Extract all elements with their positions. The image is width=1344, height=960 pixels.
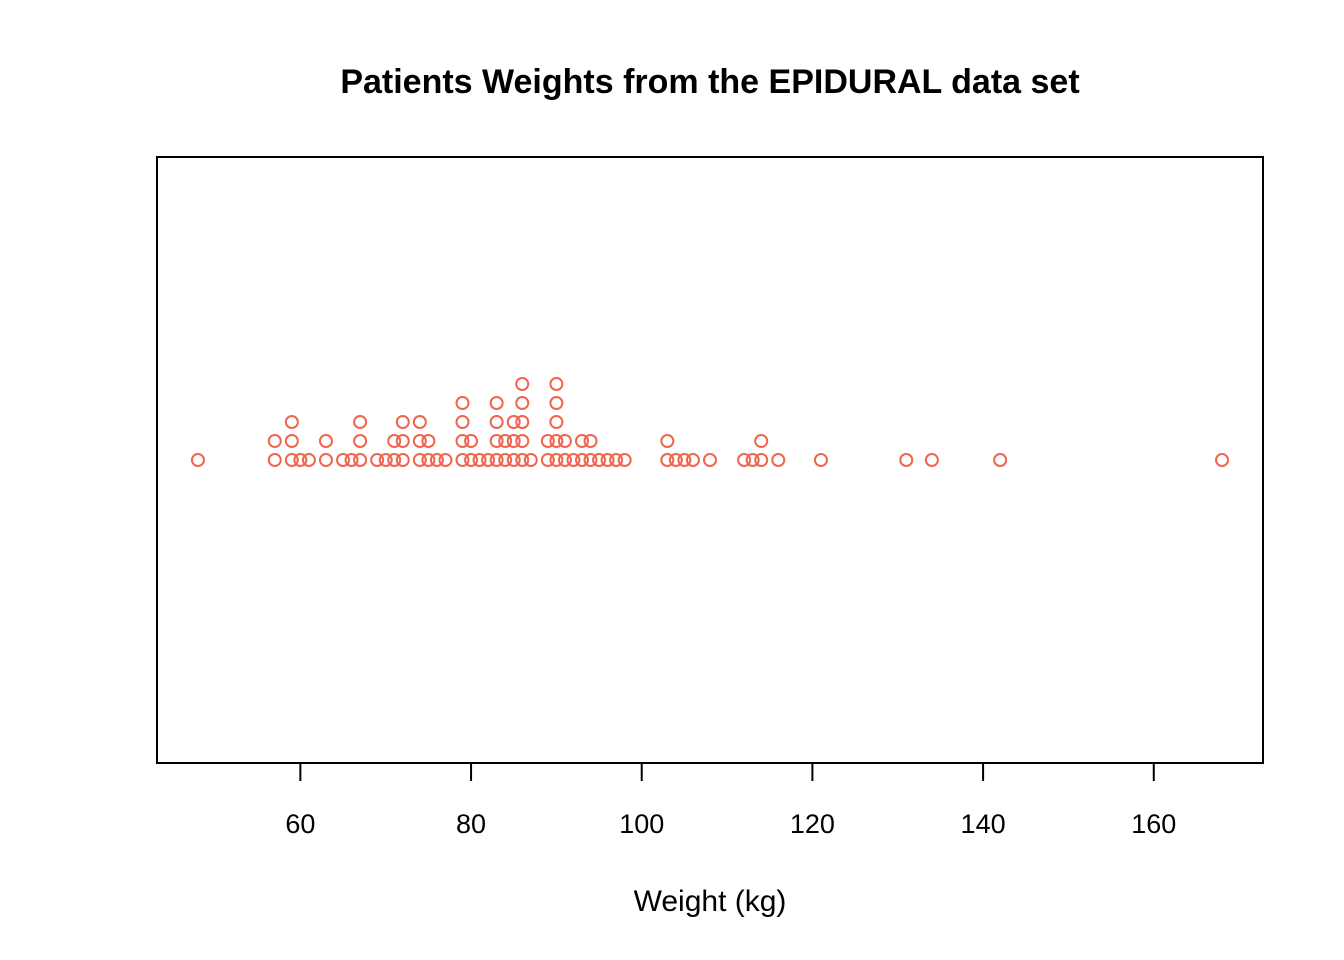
data-point <box>557 453 572 467</box>
data-point <box>993 453 1008 467</box>
data-point <box>387 434 402 448</box>
data-point <box>549 434 564 448</box>
data-point <box>540 453 555 467</box>
data-point <box>549 396 564 410</box>
data-point <box>284 453 299 467</box>
data-point <box>583 434 598 448</box>
chart-title: Patients Weights from the EPIDURAL data … <box>340 63 1079 101</box>
data-point <box>685 453 700 467</box>
data-point <box>592 453 607 467</box>
data-point <box>549 377 564 391</box>
data-point <box>506 415 521 429</box>
data-point <box>899 453 914 467</box>
data-point <box>378 453 393 467</box>
data-point <box>455 453 470 467</box>
data-point <box>745 453 760 467</box>
x-tick-label: 60 <box>285 809 315 839</box>
data-point <box>515 377 530 391</box>
data-point <box>489 396 504 410</box>
data-point <box>574 453 589 467</box>
data-point <box>549 415 564 429</box>
data-point <box>267 453 282 467</box>
data-point <box>515 415 530 429</box>
data-point <box>489 415 504 429</box>
data-point <box>498 453 513 467</box>
x-tick-label: 80 <box>456 809 486 839</box>
x-tick-label: 160 <box>1131 809 1176 839</box>
data-point <box>318 453 333 467</box>
data-point <box>549 453 564 467</box>
data-point <box>387 453 402 467</box>
data-point <box>813 453 828 467</box>
data-point <box>293 453 308 467</box>
data-point <box>506 434 521 448</box>
data-point <box>464 453 479 467</box>
data-point <box>429 453 444 467</box>
data-point <box>540 434 555 448</box>
plot-frame <box>156 156 1264 764</box>
data-point <box>754 453 769 467</box>
data-point <box>481 453 496 467</box>
data-point <box>754 434 769 448</box>
x-axis: 60 80 100 120 140 160 <box>285 762 1176 839</box>
data-point <box>523 453 538 467</box>
data-point <box>737 453 752 467</box>
data-point <box>498 434 513 448</box>
data-point <box>583 453 598 467</box>
data-point <box>668 453 683 467</box>
data-point <box>515 396 530 410</box>
data-point <box>455 396 470 410</box>
data-point <box>660 434 675 448</box>
data-point <box>489 453 504 467</box>
data-point <box>344 453 359 467</box>
data-point <box>600 453 615 467</box>
x-axis-label: Weight (kg) <box>634 885 787 918</box>
x-tick-label: 100 <box>619 809 664 839</box>
data-points <box>190 377 1230 467</box>
data-point <box>421 434 436 448</box>
data-point <box>353 434 368 448</box>
data-point <box>353 453 368 467</box>
x-tick-label: 140 <box>961 809 1006 839</box>
data-point <box>506 453 521 467</box>
data-point <box>412 434 427 448</box>
data-point <box>472 453 487 467</box>
data-point <box>660 453 675 467</box>
data-point <box>318 434 333 448</box>
data-point <box>924 453 939 467</box>
data-point <box>370 453 385 467</box>
data-point <box>353 415 368 429</box>
data-point <box>301 453 316 467</box>
data-point <box>455 434 470 448</box>
data-point <box>190 453 205 467</box>
data-point <box>438 453 453 467</box>
data-point <box>515 453 530 467</box>
data-point <box>489 434 504 448</box>
data-point <box>617 453 632 467</box>
data-point <box>284 415 299 429</box>
x-tick-label: 120 <box>790 809 835 839</box>
data-point <box>267 434 282 448</box>
data-point <box>703 453 717 467</box>
data-point <box>412 453 427 467</box>
data-point <box>1215 453 1230 467</box>
data-point <box>455 415 470 429</box>
data-point <box>566 453 581 467</box>
data-point <box>609 453 624 467</box>
data-point <box>464 434 479 448</box>
data-point <box>771 453 786 467</box>
data-point <box>336 453 351 467</box>
data-point <box>557 434 572 448</box>
data-point <box>574 434 589 448</box>
data-point <box>284 434 299 448</box>
data-point <box>677 453 692 467</box>
data-point <box>395 453 410 467</box>
data-point <box>412 415 427 429</box>
data-point <box>395 415 410 429</box>
data-point <box>395 434 410 448</box>
data-point <box>421 453 436 467</box>
data-point <box>515 434 530 448</box>
